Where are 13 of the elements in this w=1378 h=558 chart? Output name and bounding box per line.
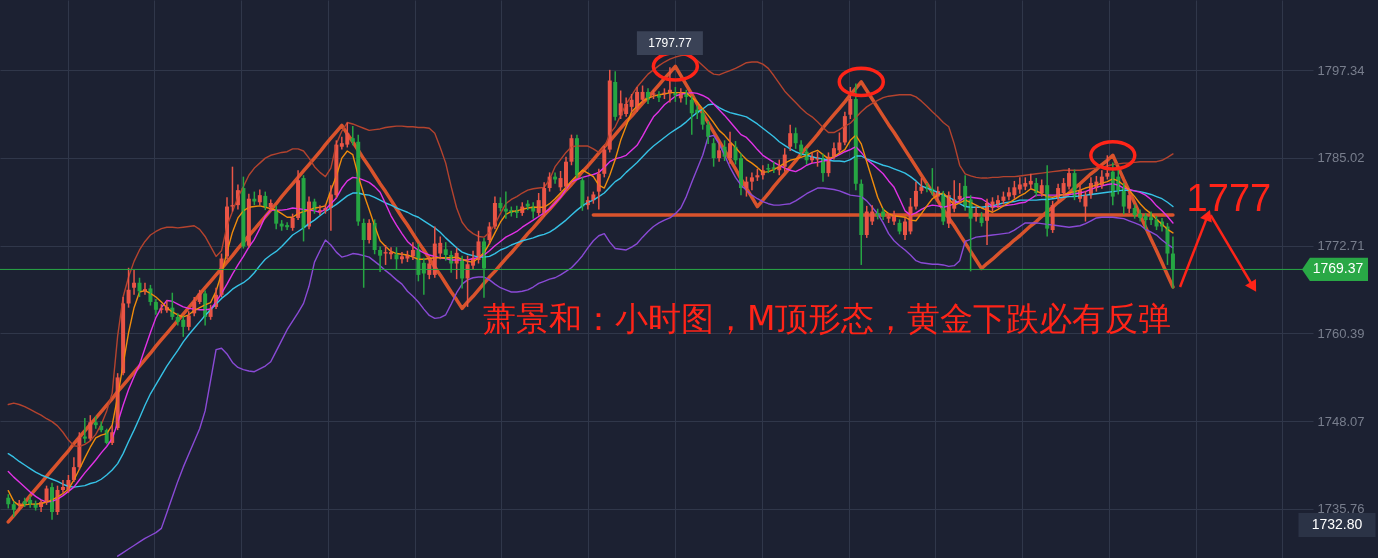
y-tick-label: 1797.34 [1317,62,1365,78]
y-tick-label: 1735.76 [1317,501,1365,517]
line-series [7,54,1174,448]
y-tick-label: 1748.07 [1317,413,1365,429]
text: 1732.80 [1311,516,1363,532]
y-tick-label: 1772.71 [1317,238,1365,254]
y-tick-label: 1760.39 [1317,325,1365,341]
candlestick [230,165,235,213]
text: 1777 [1186,177,1272,220]
annotation: 1797.77 [648,36,692,51]
annotation: 萧景和：小时图，M顶形态，黄金下跌必有反弹 [483,299,1172,338]
ref-line-label: 1769.37 [1312,260,1364,277]
y-tick-label: 1785.02 [1317,150,1365,166]
